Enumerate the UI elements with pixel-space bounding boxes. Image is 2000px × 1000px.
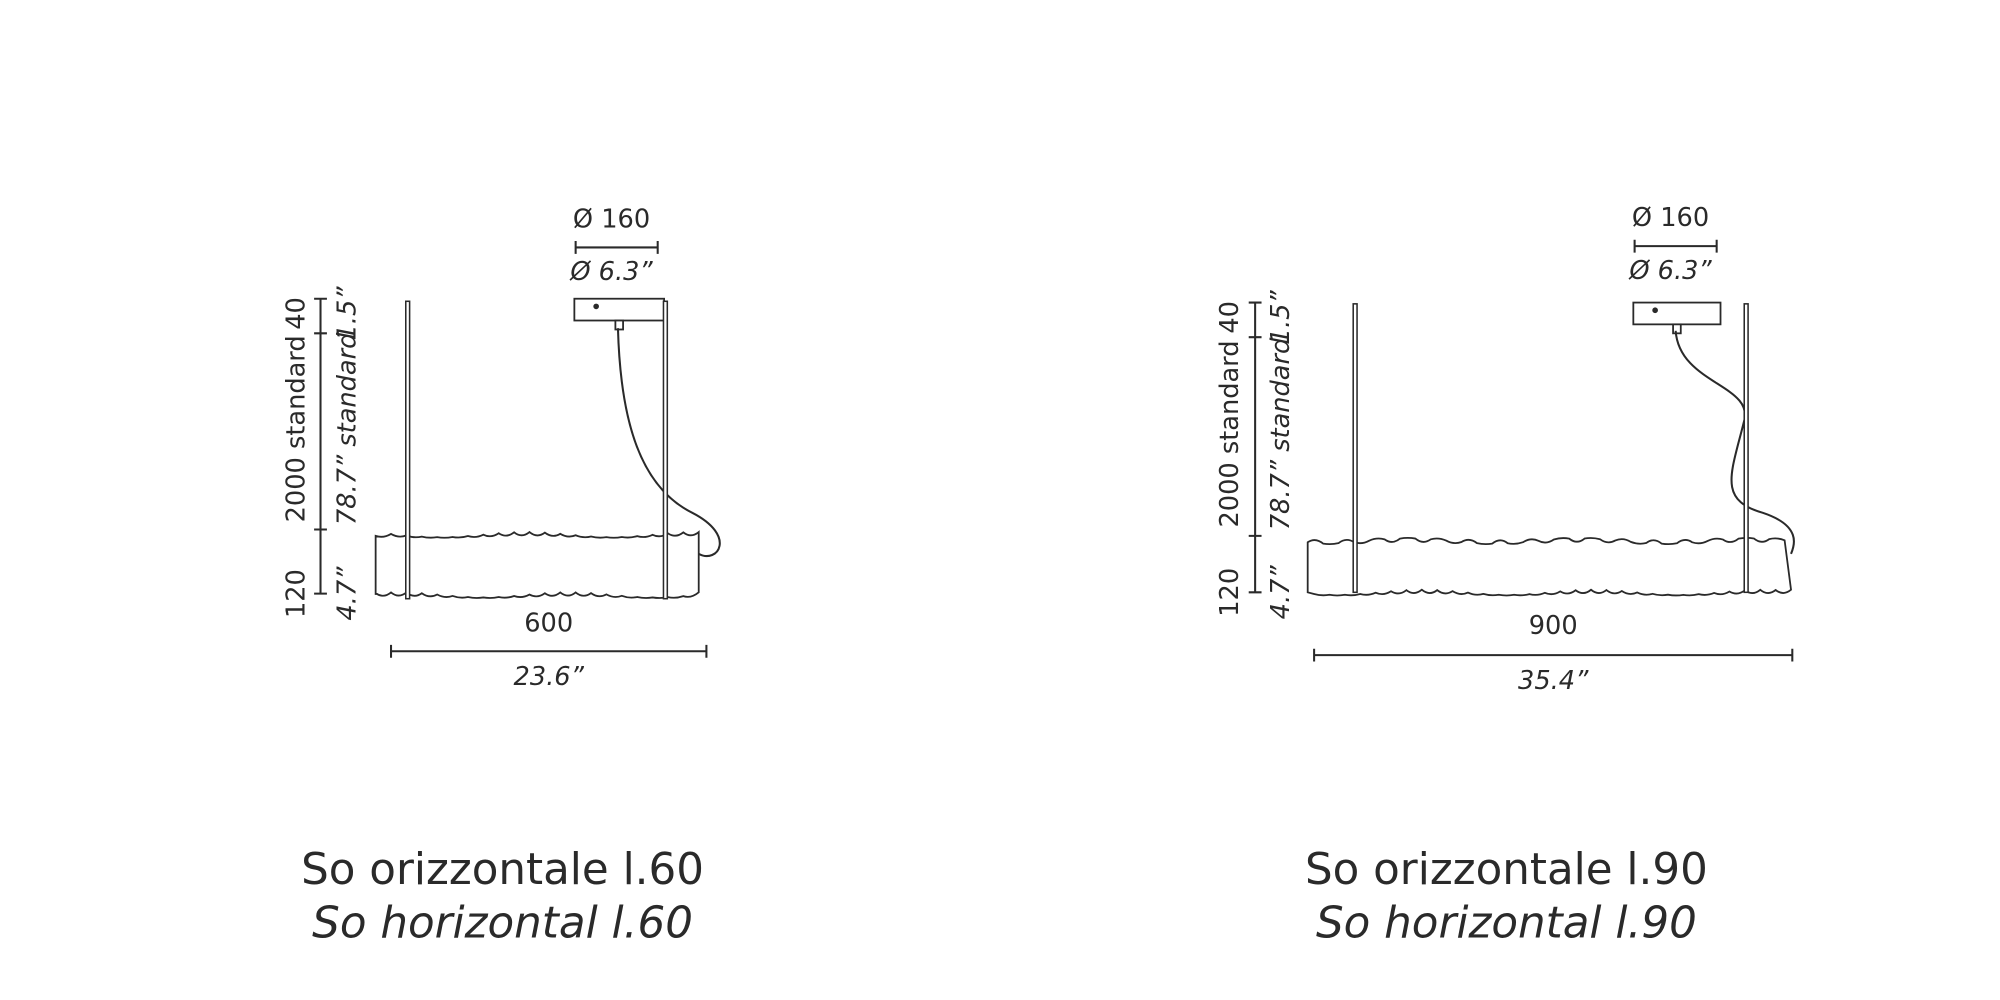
- width-in: 35.4”: [1518, 666, 1589, 696]
- drawing-90: Ø 160 Ø 6.3” 40 2000 standard 120 1.5”78.7” s…: [1215, 203, 1795, 949]
- vertical-dim: 2000 standard: [1215, 340, 1245, 527]
- width-in: 23.6”: [514, 662, 585, 692]
- light-tube: [374, 530, 700, 599]
- canopy: [1632, 301, 1722, 326]
- cable-grip: [1672, 323, 1682, 335]
- drawing-60: Ø 160 Ø 6.3” 40 2000 standard 120 1.5”78.7” s…: [281, 205, 721, 949]
- dim-line: [390, 644, 708, 658]
- vertical-dim: 40: [1215, 301, 1245, 334]
- vertical-dim: 120: [281, 569, 311, 618]
- cable: [1674, 330, 1795, 555]
- dim-line: [1248, 301, 1262, 594]
- diameter-mm: Ø 160: [573, 205, 650, 235]
- vertical-dim: 4.7”: [333, 566, 363, 621]
- suspension-rod: [1743, 303, 1749, 594]
- vertical-dim: 78.7” standard: [1266, 337, 1296, 530]
- vertical-dim: 4.7”: [1266, 565, 1296, 620]
- suspension-rod: [405, 300, 411, 600]
- width-mm: 900: [1529, 611, 1578, 641]
- dim-line: [574, 241, 659, 254]
- canopy-screw: [1652, 307, 1658, 314]
- canopy-screw: [593, 303, 599, 310]
- suspension-rod: [1352, 303, 1358, 594]
- vertical-dim: 1.5”: [333, 286, 363, 341]
- suspension-rod: [662, 300, 669, 600]
- vertical-dim: 2000 standard: [281, 335, 311, 522]
- diameter-in: Ø 6.3”: [1628, 256, 1712, 286]
- cable-grip: [614, 319, 624, 331]
- dim-line: [1633, 239, 1718, 253]
- caption-subtitle: So horizontal l.90: [1316, 899, 1697, 949]
- vertical-dim: 1.5”: [1266, 290, 1296, 345]
- caption-title: So orizzontale l.90: [1305, 845, 1708, 895]
- diameter-in: Ø 6.3”: [569, 257, 653, 287]
- vertical-dim: 78.7” standard: [333, 332, 363, 525]
- vertical-dim: 40: [281, 297, 311, 330]
- dim-line: [314, 297, 327, 595]
- dim-line: [1313, 648, 1794, 662]
- light-tube: [1306, 536, 1792, 597]
- diameter-mm: Ø 160: [1632, 203, 1709, 233]
- vertical-dim: 120: [1215, 568, 1245, 617]
- cable: [616, 328, 721, 557]
- caption-title: So orizzontale l.60: [301, 845, 704, 895]
- width-mm: 600: [524, 608, 573, 638]
- canopy: [573, 297, 665, 322]
- caption-subtitle: So horizontal l.60: [312, 899, 693, 949]
